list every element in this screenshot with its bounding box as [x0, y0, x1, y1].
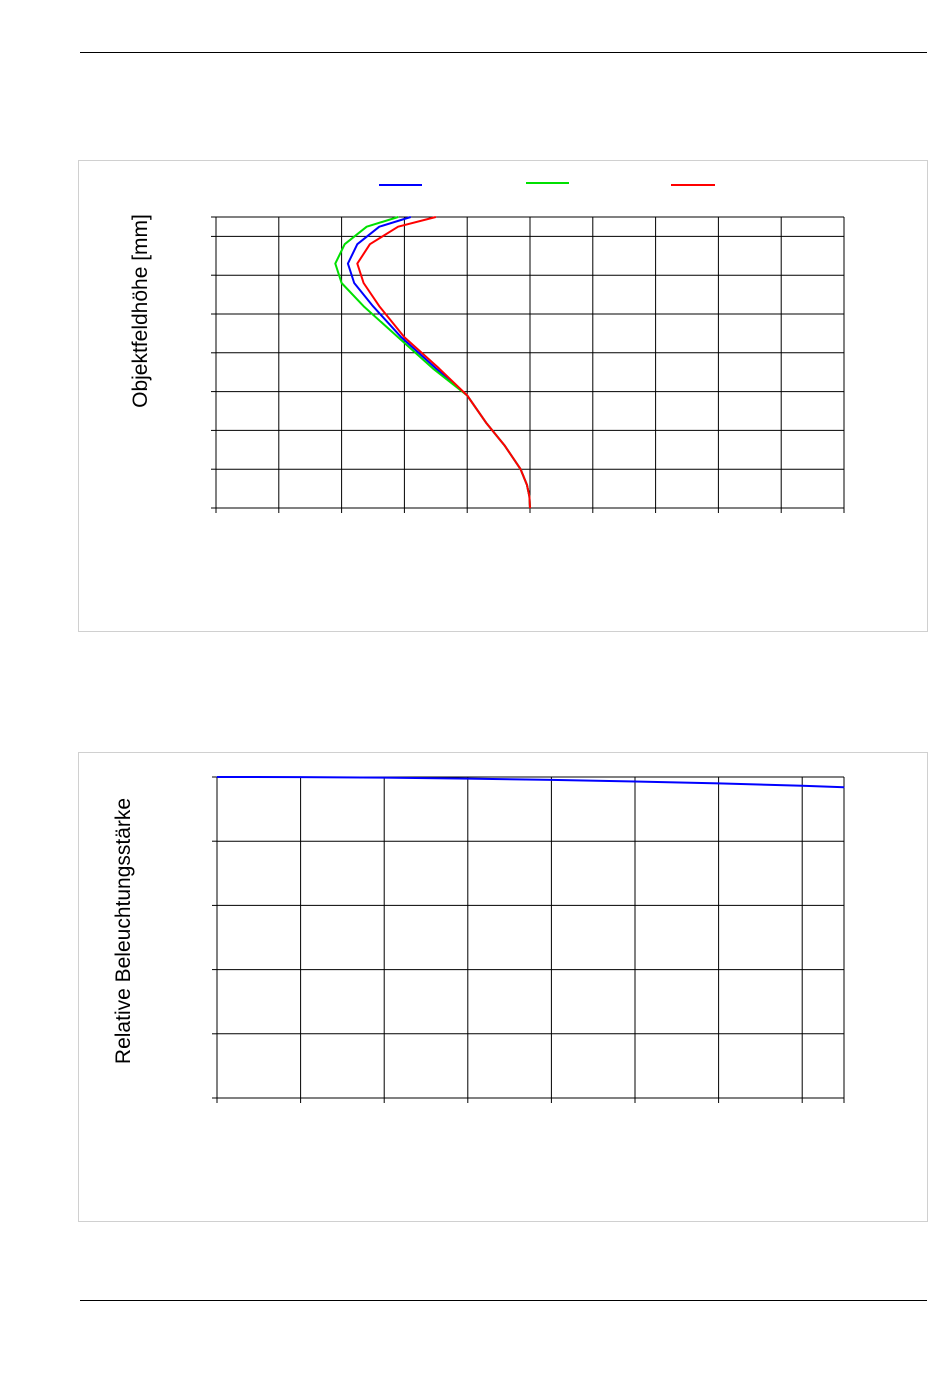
data-point	[372, 305, 374, 307]
data-point	[718, 782, 720, 784]
data-point	[344, 243, 346, 245]
bottom-rule	[80, 1300, 927, 1301]
data-point	[334, 263, 336, 265]
y-axis-label-illumination: Relative Beleuchtungsstärke	[112, 797, 135, 1065]
data-point	[520, 468, 522, 470]
data-point	[435, 216, 437, 218]
data-point	[378, 305, 380, 307]
data-point	[403, 336, 405, 338]
distortion-chart	[211, 182, 845, 513]
data-point	[216, 776, 218, 778]
data-point	[801, 785, 803, 787]
data-point	[356, 263, 358, 265]
data-point	[466, 394, 468, 396]
top-rule	[80, 52, 927, 53]
data-point	[467, 778, 469, 780]
data-point	[529, 507, 531, 509]
data-point	[435, 367, 437, 369]
data-point	[300, 776, 302, 778]
data-point	[369, 243, 371, 245]
data-point	[341, 282, 343, 284]
data-point	[634, 780, 636, 782]
data-point	[397, 336, 399, 338]
data-point	[410, 216, 412, 218]
data-point	[550, 779, 552, 781]
data-point	[356, 243, 358, 245]
data-point	[528, 495, 530, 497]
series-line-3	[356, 216, 531, 509]
series-line-1	[216, 776, 845, 789]
data-point	[363, 282, 365, 284]
data-point	[438, 367, 440, 369]
data-point	[366, 226, 368, 228]
data-point	[353, 282, 355, 284]
data-point	[526, 484, 528, 486]
chart-panel-illumination: Relative Beleuchtungsstärke	[78, 752, 928, 1222]
data-point	[432, 367, 434, 369]
series-line-1	[346, 216, 531, 509]
data-point	[397, 226, 399, 228]
data-point	[383, 777, 385, 779]
data-point	[363, 305, 365, 307]
data-point	[397, 216, 399, 218]
data-point	[347, 263, 349, 265]
data-point	[378, 226, 380, 228]
data-point	[843, 786, 845, 788]
y-axis-label-distortion: Objektfeldhöhe [mm]	[129, 214, 152, 408]
chart-panel-distortion: Objektfeldhöhe [mm]	[78, 160, 928, 632]
illumination-chart	[212, 776, 845, 1103]
data-point	[504, 445, 506, 447]
data-point	[485, 422, 487, 424]
data-point	[400, 336, 402, 338]
